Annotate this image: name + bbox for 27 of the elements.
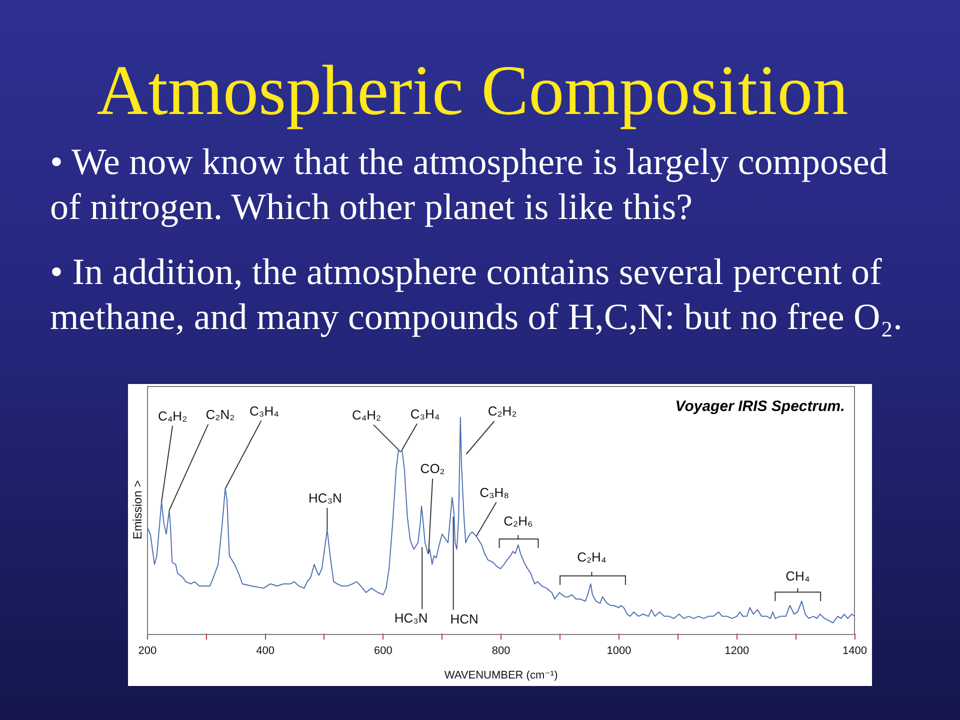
x-tick-label: 1400 [842, 645, 868, 658]
chart-subtitle: Voyager IRIS Spectrum. [675, 398, 845, 415]
annotation: C₂H₄ [577, 549, 606, 564]
annotation: C₄H₂ [352, 407, 382, 422]
x-tick-label: 200 [138, 645, 157, 658]
annotation: C₄H₂ [158, 408, 188, 424]
annotation: CO₂ [420, 461, 445, 476]
x-tick-label: 800 [492, 645, 510, 658]
annotation: C₃H₄ [410, 406, 440, 422]
text: • In addition, the atmosphere contains several percent of methane, and many compounds of H,C,N: but no free O₂. [50, 251, 904, 340]
annotation: C₃H₄ [250, 403, 279, 418]
annotation: C₂N₂ [206, 406, 235, 422]
x-tick-label: 1000 [606, 645, 632, 658]
annotation: HCN [450, 611, 478, 626]
x-tick-label: 1200 [724, 645, 750, 658]
y-axis-title: Emission > [130, 480, 145, 540]
text: • We now know that the atmosphere is largely composed of nitrogen. Which other planet is like this? [50, 141, 889, 230]
x-tick-label: 600 [374, 645, 392, 658]
annotation: C₃H₈ [480, 484, 510, 500]
chart-title: Atmospheric Composition [96, 51, 850, 131]
annotation: HC₃N [308, 490, 342, 506]
x-tick-label: 400 [256, 645, 274, 658]
x-axis-title: WAVENUMBER (cm⁻¹) [444, 669, 558, 682]
annotation: C₂H₂ [488, 404, 517, 419]
annotation: HC₃N [394, 610, 428, 626]
annotation: C₂H₆ [504, 514, 533, 529]
annotation: CH₄ [786, 568, 810, 584]
